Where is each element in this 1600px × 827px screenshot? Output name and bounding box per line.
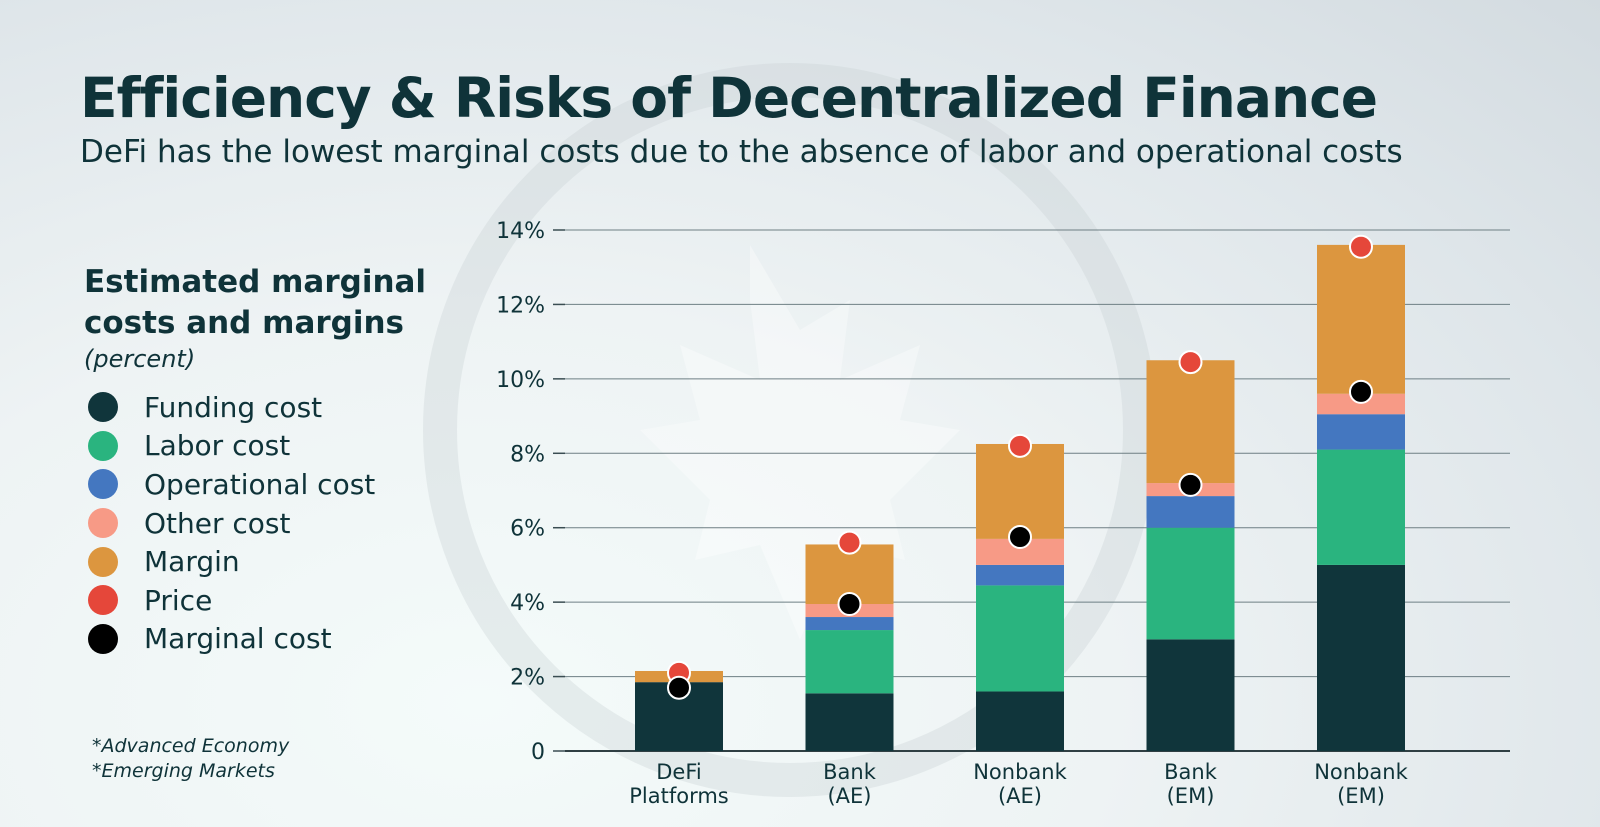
page-title: Efficiency & Risks of Decentralized Fina… xyxy=(80,66,1378,130)
x-tick-label: DeFi xyxy=(656,760,701,784)
bar-segment-operational-cost xyxy=(976,564,1064,586)
y-tick-label: 4% xyxy=(510,591,545,616)
marker-marginal-cost xyxy=(667,675,691,700)
y-tick-label: 0 xyxy=(531,740,545,765)
x-tick-label: (EM) xyxy=(1167,784,1215,808)
bar-segment-funding-cost xyxy=(1317,564,1405,751)
bar-segment-labor-cost xyxy=(976,585,1064,692)
bar-segment-margin xyxy=(976,443,1064,539)
footnote-ae: *Advanced Economy xyxy=(92,735,290,757)
marker-marginal-cost xyxy=(1178,472,1203,497)
legend-swatch-icon xyxy=(88,508,118,539)
bar-segment-operational-cost xyxy=(1146,496,1235,528)
legend-label: Operational cost xyxy=(144,467,376,501)
legend-title-line1: Estimated marginal xyxy=(84,264,427,300)
y-tick-label: 6% xyxy=(510,517,545,542)
legend-item: Operational cost xyxy=(84,465,426,504)
x-tick-label: Platforms xyxy=(629,784,729,808)
marker-marginal-cost xyxy=(1349,379,1373,404)
legend-label: Price xyxy=(144,583,213,617)
marker-price xyxy=(1008,433,1032,458)
bar-segment-labor-cost xyxy=(1146,527,1235,640)
x-tick-label: (AE) xyxy=(827,784,871,808)
y-tick-label: 14% xyxy=(496,219,545,244)
marker-marginal-cost xyxy=(837,592,862,617)
bar-segment-funding-cost xyxy=(976,691,1064,751)
bar-segment-funding-cost xyxy=(805,693,894,751)
legend-item: Price xyxy=(84,581,426,620)
x-tick-label: Nonbank xyxy=(973,760,1067,784)
page-subtitle: DeFi has the lowest marginal costs due t… xyxy=(80,134,1403,170)
x-tick-label: Bank xyxy=(1164,760,1218,784)
marker-marginal-cost xyxy=(1008,525,1032,550)
bar-segment-operational-cost xyxy=(805,617,894,631)
legend-label: Marginal cost xyxy=(144,622,332,656)
marker-price xyxy=(1349,234,1373,259)
legend-label: Margin xyxy=(144,545,240,579)
bar-segment-margin xyxy=(1317,244,1405,394)
marker-price xyxy=(1178,350,1203,375)
legend-label: Other cost xyxy=(144,506,291,540)
legend-swatch-icon xyxy=(88,392,118,423)
legend-label: Funding cost xyxy=(144,390,323,424)
legend-item: Margin xyxy=(84,542,426,581)
legend-items: Funding cost Labor cost Operational cost Ot… xyxy=(84,388,426,658)
legend-swatch-icon xyxy=(88,623,118,654)
bar-segment-labor-cost xyxy=(1317,449,1405,565)
legend-item: Marginal cost xyxy=(84,620,426,659)
legend-swatch-icon xyxy=(88,469,118,500)
legend-item: Other cost xyxy=(84,504,426,543)
legend-unit: (percent) xyxy=(84,345,196,373)
bar-segment-margin xyxy=(1146,360,1235,484)
bar-segment-operational-cost xyxy=(1317,414,1405,450)
y-tick-label: 2% xyxy=(510,666,545,691)
legend-swatch-icon xyxy=(88,546,118,577)
y-tick-label: 10% xyxy=(496,368,545,393)
x-tick-label: (AE) xyxy=(998,784,1042,808)
legend-title-line2: costs and margins xyxy=(84,305,405,341)
bar-segment-labor-cost xyxy=(805,630,894,694)
bar-segment-funding-cost xyxy=(1146,639,1235,751)
x-tick-label: Bank xyxy=(823,760,877,784)
footnotes: *Advanced Economy *Emerging Markets xyxy=(92,734,289,784)
marker-price xyxy=(837,530,862,555)
legend-swatch-icon xyxy=(88,585,118,616)
footnote-em: *Emerging Markets xyxy=(92,760,275,782)
y-tick-label: 8% xyxy=(510,442,545,467)
x-tick-label: Nonbank xyxy=(1314,760,1408,784)
legend-item: Funding cost xyxy=(84,388,426,427)
legend-swatch-icon xyxy=(88,430,118,461)
y-tick-label: 12% xyxy=(496,293,545,318)
bar-segment-other-cost xyxy=(1317,393,1405,415)
legend-panel: Estimated marginal costs and margins (pe… xyxy=(84,262,426,658)
legend-item: Labor cost xyxy=(84,427,426,466)
x-tick-label: (EM) xyxy=(1337,784,1385,808)
legend-label: Labor cost xyxy=(144,429,291,463)
